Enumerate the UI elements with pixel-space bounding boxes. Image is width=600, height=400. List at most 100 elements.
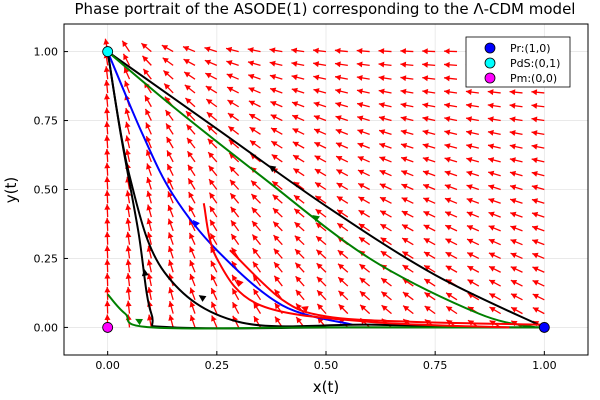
field-arrow-head bbox=[293, 195, 301, 202]
field-arrow-head bbox=[423, 224, 430, 231]
field-arrow-head bbox=[400, 129, 407, 136]
field-arrow-head bbox=[360, 304, 367, 311]
field-arrow-head bbox=[291, 47, 298, 54]
trajectory-curve bbox=[229, 249, 545, 326]
field-arrow-head bbox=[379, 183, 387, 189]
field-arrow-head bbox=[379, 142, 386, 149]
field-arrow-head bbox=[104, 121, 111, 128]
field-arrow-head bbox=[185, 97, 192, 104]
field-arrow-head bbox=[269, 47, 276, 54]
field-arrow-head bbox=[188, 191, 194, 199]
trajectory-arrow bbox=[268, 165, 277, 173]
legend-label: Pm:(0,0) bbox=[510, 72, 557, 85]
field-arrow-head bbox=[314, 128, 321, 135]
field-arrow-head bbox=[291, 74, 298, 81]
field-arrow-head bbox=[532, 239, 539, 245]
field-arrow-head bbox=[295, 276, 302, 283]
field-arrow-head bbox=[189, 232, 195, 240]
field-arrow-head bbox=[532, 280, 539, 286]
field-arrow-head bbox=[292, 114, 299, 121]
field-arrow-head bbox=[182, 45, 190, 52]
field-arrow-head bbox=[381, 291, 388, 298]
field-arrow-head bbox=[336, 169, 343, 175]
field-arrow-head bbox=[253, 288, 259, 296]
field-arrow-head bbox=[488, 184, 495, 191]
field-arrow-head bbox=[423, 211, 430, 217]
field-arrow-head bbox=[401, 210, 409, 217]
field-arrow-head bbox=[204, 46, 211, 53]
field-arrow-head bbox=[125, 190, 132, 197]
field-arrow-head bbox=[292, 128, 299, 134]
field-arrow-head bbox=[189, 301, 196, 308]
field-arrow-head bbox=[358, 210, 365, 216]
field-arrow-head bbox=[271, 141, 278, 147]
field-arrow-head bbox=[378, 102, 385, 108]
field-arrow-head bbox=[146, 218, 153, 225]
field-arrow-head bbox=[125, 300, 132, 307]
field-arrow-head bbox=[444, 170, 451, 177]
field-arrow-head bbox=[124, 108, 131, 115]
field-arrow-head bbox=[232, 288, 238, 295]
field-arrow-head bbox=[142, 55, 149, 62]
field-arrow-head bbox=[248, 100, 256, 107]
field-arrow-head bbox=[378, 48, 385, 55]
field-arrow-head bbox=[146, 163, 152, 170]
field-arrow-head bbox=[315, 209, 322, 215]
field-arrow-head bbox=[532, 211, 539, 218]
field-arrow-head bbox=[252, 261, 259, 268]
trajectory-arrow bbox=[141, 268, 149, 277]
field-arrow-head bbox=[209, 206, 216, 213]
field-arrow-head bbox=[357, 115, 364, 122]
field-arrow-head bbox=[510, 198, 517, 204]
field-arrow-head bbox=[467, 238, 474, 245]
field-arrow-head bbox=[124, 80, 130, 87]
trajectory-arrow bbox=[198, 295, 207, 302]
field-arrow-head bbox=[531, 89, 538, 96]
field-arrow-head bbox=[424, 265, 431, 271]
field-arrow-head bbox=[400, 142, 408, 149]
field-arrow-head bbox=[104, 273, 111, 279]
field-arrow-head bbox=[204, 59, 212, 66]
field-arrow-head bbox=[510, 184, 517, 191]
field-arrow-head bbox=[424, 292, 431, 299]
trajectory-arrow bbox=[236, 279, 244, 287]
field-arrow-head bbox=[444, 129, 451, 136]
field-arrow-head bbox=[145, 149, 152, 156]
field-arrow-head bbox=[207, 138, 214, 145]
field-arrow-head bbox=[422, 102, 429, 109]
field-arrow-head bbox=[206, 112, 213, 119]
field-arrow-head bbox=[334, 47, 341, 54]
field-arrow-head bbox=[359, 237, 366, 243]
field-arrow-head bbox=[401, 197, 408, 203]
field-arrow-head bbox=[444, 88, 450, 95]
y-tick-label: 0.50 bbox=[34, 184, 59, 197]
field-arrow-head bbox=[227, 113, 235, 119]
field-arrow-head bbox=[167, 246, 174, 253]
field-arrow-head bbox=[466, 184, 473, 190]
field-arrow-head bbox=[467, 266, 474, 272]
field-arrow-head bbox=[531, 184, 538, 191]
field-arrow-head bbox=[467, 279, 474, 285]
legend-marker bbox=[484, 57, 496, 69]
field-arrow-head bbox=[336, 182, 343, 189]
field-arrow-head bbox=[357, 156, 364, 162]
field-arrow-head bbox=[509, 116, 516, 123]
field-arrow-head bbox=[400, 75, 407, 82]
field-arrow-head bbox=[378, 88, 385, 95]
field-arrow-head bbox=[144, 95, 151, 102]
field-arrow-head bbox=[358, 223, 366, 230]
y-tick-label: 0.75 bbox=[34, 115, 59, 128]
field-arrow-head bbox=[509, 89, 516, 96]
field-arrow-head bbox=[274, 303, 281, 310]
field-arrow-head bbox=[400, 61, 407, 68]
field-arrow-head bbox=[184, 71, 191, 78]
field-arrow-head bbox=[104, 204, 111, 210]
field-arrow-head bbox=[168, 314, 175, 321]
field-arrow-head bbox=[104, 245, 111, 252]
field-arrow-head bbox=[226, 73, 233, 79]
field-arrow-head bbox=[104, 176, 111, 183]
field-arrow-head bbox=[467, 252, 474, 258]
field-arrow-head bbox=[401, 224, 409, 230]
field-arrow-head bbox=[273, 248, 280, 255]
chart-title: Phase portrait of the ASODE(1) correspon… bbox=[75, 0, 576, 18]
